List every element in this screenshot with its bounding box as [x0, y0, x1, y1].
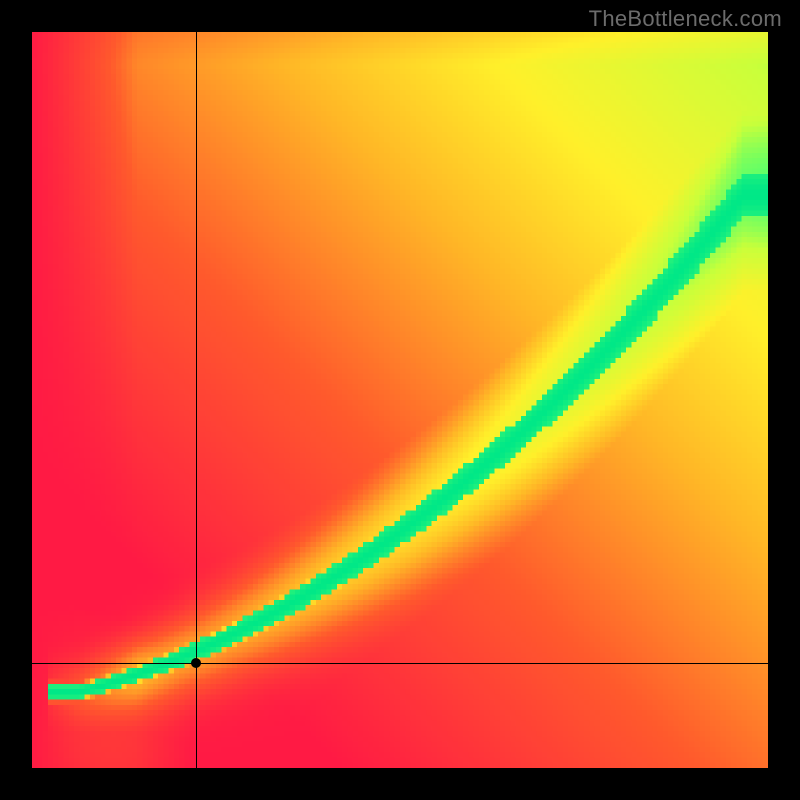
heatmap-canvas: [32, 32, 768, 768]
watermark-text: TheBottleneck.com: [589, 6, 782, 32]
crosshair-horizontal: [32, 663, 768, 664]
chart-container: TheBottleneck.com: [0, 0, 800, 800]
plot-area: [32, 32, 768, 768]
crosshair-marker: [191, 658, 201, 668]
